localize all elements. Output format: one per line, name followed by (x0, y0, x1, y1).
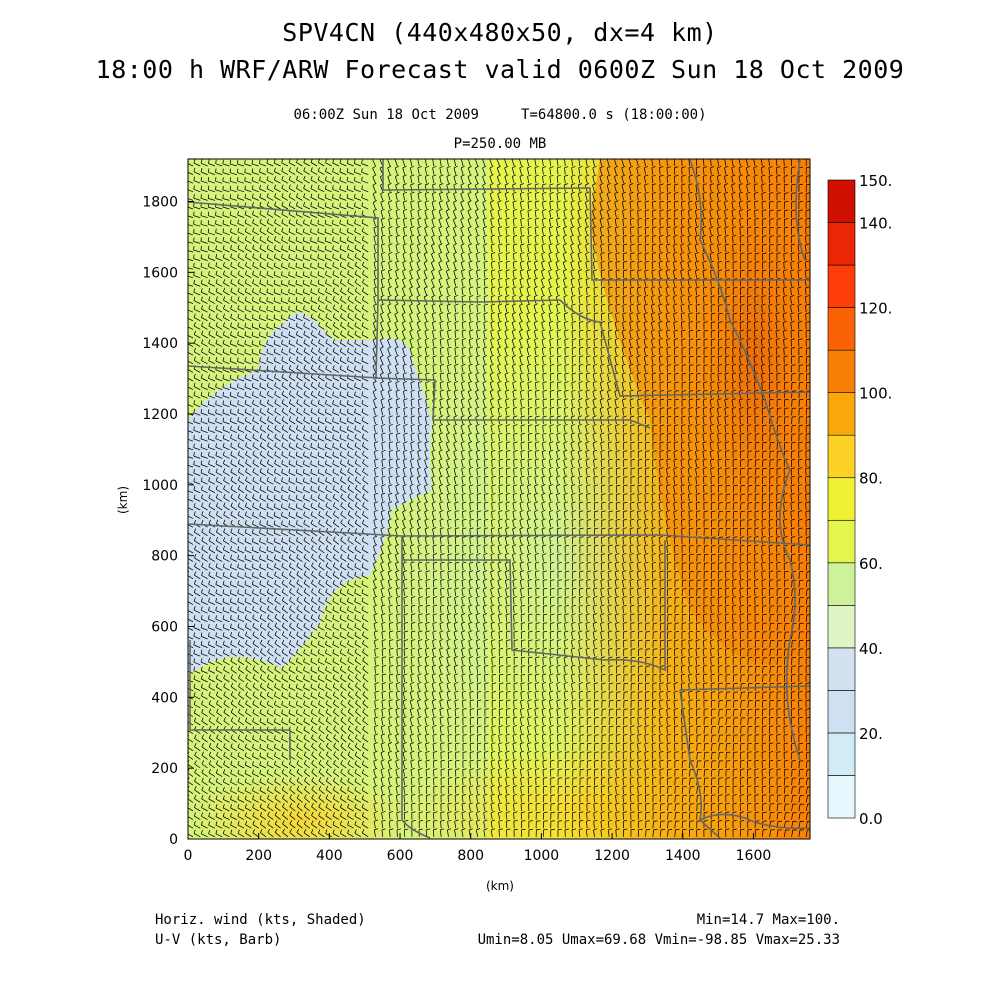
x-axis-label: (km) (486, 879, 514, 893)
y-tick-label: 800 (151, 549, 178, 565)
y-tick-label: 1000 (142, 478, 178, 494)
boundary-dakotas (382, 159, 810, 281)
boundary-arkansas-south (679, 685, 810, 691)
x-tick-label: 1200 (594, 848, 630, 864)
river-mississippi-upper (689, 159, 791, 471)
colorbar-label: 40. (859, 640, 883, 658)
colorbar-segment (827, 179, 856, 223)
x-tick-label: 1600 (736, 848, 772, 864)
colorbar-label: 120. (859, 300, 892, 318)
colorbar-segment (827, 690, 856, 734)
plot-frame (187, 158, 811, 840)
colorbar-label: 140. (859, 215, 892, 233)
pressure-level: P=250.00 MB (453, 136, 547, 152)
footer-field-barb: U-V (kts, Barb) (155, 932, 282, 948)
barb-strokes (188, 159, 810, 838)
y-tick-label: 400 (151, 690, 178, 706)
x-tick-label: 600 (387, 848, 414, 864)
boundary-nebraska-kansas (375, 299, 651, 429)
y-tick-label: 600 (151, 620, 178, 636)
boundary-oklahoma-north (188, 523, 810, 546)
colorbar-label: 150. (859, 172, 892, 190)
footer-uv-stats: Umin=8.05 Umax=69.68 Vmin=-98.85 Vmax=25… (477, 932, 840, 948)
colorbar-segment (827, 307, 856, 351)
colorbar-segment (827, 349, 856, 393)
wind-barbs (188, 159, 810, 838)
boundary-texas-west (401, 560, 431, 839)
boundary-iowa-south (479, 299, 810, 397)
colorbar-segment (827, 647, 856, 691)
y-tick-label: 1800 (142, 195, 178, 211)
plot-title-line-2: 18:00 h WRF/ARW Forecast valid 0600Z Sun… (95, 55, 905, 84)
colorbar-segment (827, 392, 856, 436)
colorbar-segment (827, 264, 856, 308)
boundary-wisconsin (795, 159, 806, 261)
x-tick-label: 200 (245, 848, 272, 864)
colorbar-label: 100. (859, 385, 892, 403)
colorbar-segment (827, 732, 856, 776)
river-mississippi-lower (779, 469, 801, 761)
colorbar-segment (827, 775, 856, 819)
y-tick-label: 0 (169, 832, 178, 848)
footer-field-shaded: Horiz. wind (kts, Shaded) (155, 912, 366, 928)
gulf-coastline (699, 813, 810, 830)
boundary-utah-colorado (188, 365, 379, 379)
colorbar-segment (827, 605, 856, 649)
colorbar-label: 80. (859, 470, 883, 488)
x-tick-label: 1000 (524, 848, 560, 864)
y-tick-label: 1600 (142, 265, 178, 281)
colorbar-segment (827, 562, 856, 606)
colorbar: 0.0 20. 40. 60. 80. 100. 120. 140. 150. (827, 172, 892, 828)
footer-min-max: Min=14.7 Max=100. (696, 912, 840, 928)
colorbar-label: 0.0 (859, 810, 883, 828)
x-tick-label: 400 (316, 848, 343, 864)
colorbar-segment (827, 477, 856, 521)
shading-jet-max (695, 190, 810, 530)
x-axis: 0 200 400 600 800 1000 1200 1400 1600 (184, 833, 772, 864)
colorbar-segment (827, 222, 856, 266)
colorbar-label: 20. (859, 725, 883, 743)
x-tick-label: 800 (457, 848, 484, 864)
x-tick-label: 0 (184, 848, 193, 864)
colorbar-label: 60. (859, 555, 883, 573)
plot-title-line-1: SPV4CN (440x480x50, dx=4 km) (282, 18, 718, 47)
y-tick-label: 200 (151, 761, 178, 777)
colorbar-segment (827, 434, 856, 479)
boundary-north-line (188, 201, 481, 303)
y-tick-label: 1400 (142, 336, 178, 352)
state-boundaries (188, 159, 810, 839)
x-tick-label: 1400 (665, 848, 701, 864)
shading-low-speed-region (188, 313, 432, 675)
boundary-oklahoma-texas (401, 536, 666, 672)
boundary-arizona (189, 640, 291, 760)
y-axis: 0 200 400 600 800 1000 1200 1400 1600 1800 (142, 195, 194, 848)
valid-time-info: 06:00Z Sun 18 Oct 2009 T=64800.0 s (18:0… (293, 107, 707, 123)
y-tick-label: 1200 (142, 407, 178, 423)
y-axis-label: (km) (116, 486, 130, 514)
colorbar-segment (827, 519, 856, 564)
